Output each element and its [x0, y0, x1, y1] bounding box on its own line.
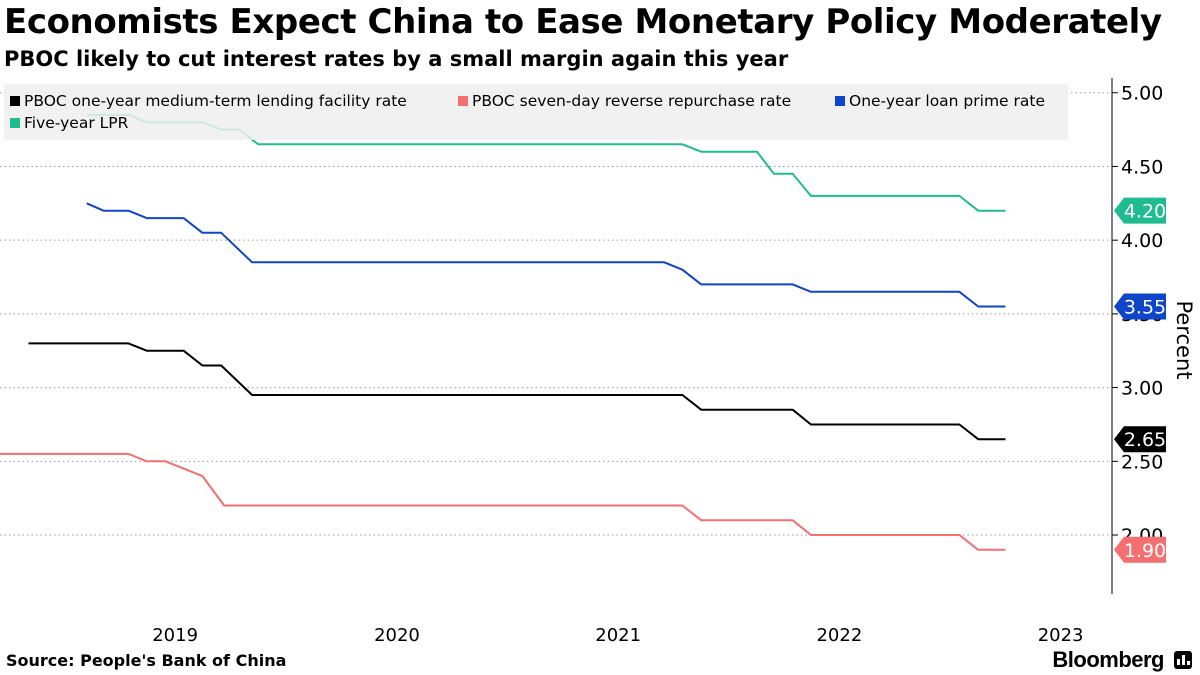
last-value-tag	[1114, 536, 1166, 563]
chart-subtitle: PBOC likely to cut interest rates by a s…	[4, 47, 789, 71]
last-value-label: 2.65	[1124, 429, 1166, 451]
legend-item-reverse-repo: PBOC seven-day reverse repurchase rate	[458, 92, 791, 110]
legend-item-mlf: PBOC one-year medium-term lending facili…	[10, 92, 407, 110]
y-tick-label: 4.50	[1121, 156, 1163, 178]
legend-label: PBOC seven-day reverse repurchase rate	[472, 92, 792, 110]
y-axis-label: Percent	[1172, 300, 1196, 379]
last-value-tag	[1114, 197, 1166, 224]
y-tick-label: 2.50	[1121, 451, 1163, 473]
last-value-label: 4.20	[1124, 201, 1166, 223]
x-tick-label: 2022	[816, 625, 862, 646]
x-tick-label: 2019	[152, 625, 198, 646]
y-tick-label: 4.00	[1121, 230, 1163, 252]
legend-swatch	[835, 96, 845, 106]
legend-swatch	[10, 96, 20, 106]
last-value-tag	[1114, 426, 1166, 453]
legend-item-one-year-lpr: One-year loan prime rate	[835, 92, 1045, 110]
legend-label: Five-year LPR	[24, 114, 129, 132]
bloomberg-logo: Bloomberg	[1052, 647, 1164, 672]
series-line-0	[28, 342, 1006, 441]
source-note: Source: People's Bank of China	[6, 651, 287, 670]
legend-swatch	[458, 96, 468, 106]
y-tick-label: 5.00	[1121, 83, 1163, 105]
legend-label: PBOC one-year medium-term lending facili…	[24, 92, 407, 110]
legend: PBOC one-year medium-term lending facili…	[4, 84, 1068, 140]
last-value-label: 3.55	[1124, 297, 1166, 319]
last-value-label: 1.90	[1124, 540, 1166, 562]
chart-title: Economists Expect China to Ease Monetary…	[4, 2, 1162, 42]
series-line-2	[86, 202, 1006, 308]
series-line-1	[0, 452, 1006, 551]
x-tick-label: 2021	[595, 625, 641, 646]
x-tick-label: 2020	[374, 625, 420, 646]
bar-chart-icon	[1174, 651, 1192, 669]
x-tick-label: 2023	[1038, 625, 1084, 646]
legend-label: One-year loan prime rate	[849, 92, 1045, 110]
legend-item-five-year-lpr: Five-year LPR	[10, 114, 128, 132]
legend-swatch	[10, 118, 20, 128]
last-value-tag	[1114, 293, 1166, 320]
y-tick-label: 3.00	[1121, 378, 1163, 400]
